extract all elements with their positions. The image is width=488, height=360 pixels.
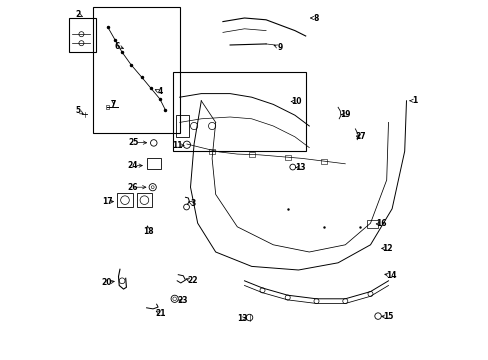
Text: 6: 6: [114, 42, 120, 51]
Text: 12: 12: [382, 244, 392, 253]
Text: 17: 17: [102, 197, 112, 206]
Text: 7: 7: [111, 100, 116, 109]
Text: 15: 15: [382, 312, 392, 321]
Text: 11: 11: [172, 141, 183, 150]
Text: 24: 24: [127, 161, 138, 170]
Bar: [209, 149, 215, 154]
Bar: [248, 152, 254, 157]
Bar: [136, 193, 152, 207]
Bar: [284, 155, 290, 160]
Bar: [93, 7, 179, 133]
Bar: [172, 72, 305, 151]
Text: 14: 14: [385, 271, 395, 280]
Bar: [106, 105, 109, 109]
Text: 13: 13: [237, 314, 247, 323]
Bar: [146, 158, 161, 169]
Bar: [69, 18, 96, 52]
Bar: [366, 220, 377, 228]
Text: 5: 5: [76, 107, 81, 116]
Text: 16: 16: [375, 220, 386, 229]
Bar: [117, 193, 133, 207]
Text: 23: 23: [177, 296, 187, 305]
Text: 9: 9: [277, 43, 282, 52]
Text: 10: 10: [290, 97, 301, 106]
Text: 4: 4: [157, 87, 162, 96]
Bar: [176, 115, 188, 137]
Text: 20: 20: [101, 278, 111, 287]
Text: 13: 13: [294, 163, 305, 172]
Bar: [320, 159, 326, 164]
Text: 26: 26: [127, 183, 138, 192]
Text: 18: 18: [143, 227, 153, 236]
Text: 22: 22: [187, 276, 197, 285]
Text: 3: 3: [190, 199, 196, 208]
Text: 8: 8: [313, 14, 319, 23]
Text: 2: 2: [76, 10, 81, 19]
Text: 19: 19: [339, 110, 350, 119]
Text: 27: 27: [355, 132, 366, 141]
Text: 25: 25: [128, 138, 139, 147]
Text: 1: 1: [411, 96, 416, 105]
Text: 21: 21: [155, 309, 165, 318]
